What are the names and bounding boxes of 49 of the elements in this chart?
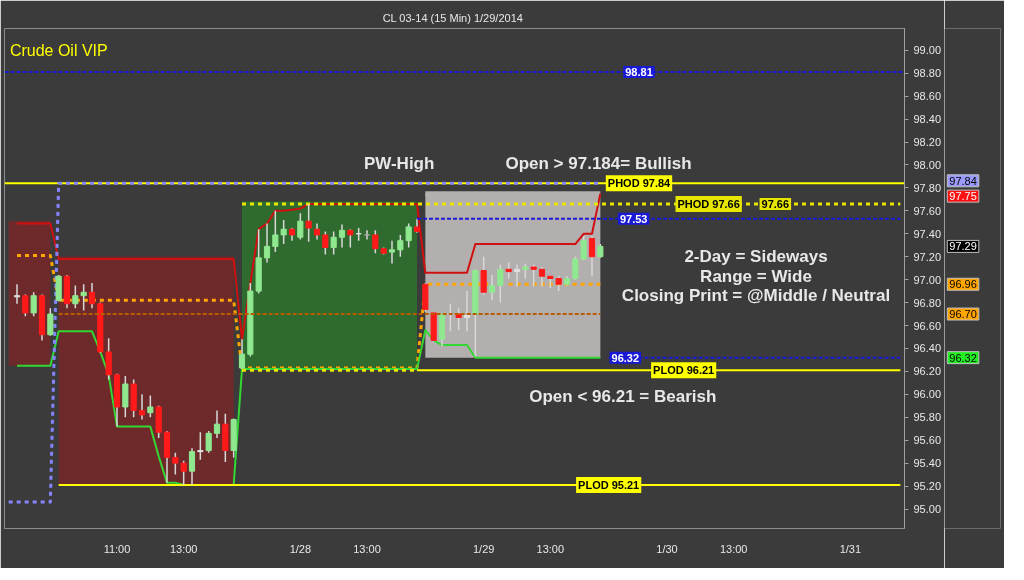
- text: 96.32: [949, 351, 977, 364]
- y-tick-label: 96.60: [913, 319, 942, 332]
- y-tick-label: 97.60: [913, 204, 942, 217]
- data-label: PHOD 97.66: [677, 197, 740, 210]
- y-tick-label: 97.00: [913, 273, 942, 286]
- x-tick-label: 1/29: [472, 542, 495, 555]
- y-tick-label: 98.80: [913, 67, 942, 80]
- text: 97.84: [949, 174, 977, 187]
- x-tick-label: 1/28: [289, 542, 312, 555]
- ref-line-label: 98.81: [625, 66, 653, 79]
- data-label: PLOD 96.21: [653, 364, 715, 377]
- y-tick-label: 99.00: [913, 44, 942, 57]
- text: 97.75: [949, 190, 977, 203]
- y-tick-label: 98.00: [913, 158, 942, 171]
- y-tick-label: 98.60: [913, 90, 942, 103]
- y-tick-label: 95.20: [913, 480, 942, 493]
- ref-line-label: PHOD 97.84: [607, 177, 672, 190]
- annotation: Open > 97.184= Bullish: [505, 154, 692, 173]
- x-tick-label: 13:00: [353, 542, 381, 555]
- x-tick-label: 1/31: [839, 542, 862, 555]
- y-tick-label: 97.20: [913, 250, 942, 263]
- x-tick-label: 11:00: [103, 542, 131, 555]
- text: 96.70: [949, 308, 977, 321]
- text: 96.96: [949, 278, 977, 291]
- y-tick-label: 98.40: [913, 113, 942, 126]
- y-tick-label: 95.60: [913, 434, 942, 447]
- y-tick-label: 95.40: [913, 457, 942, 470]
- x-tick-label: 13:00: [169, 542, 198, 555]
- annotation: PW-High: [363, 154, 435, 173]
- chart-title: CL 03-14 (15 Min) 1/29/2014: [382, 11, 523, 24]
- y-tick-label: 96.40: [913, 342, 942, 355]
- annotation: Closing Print = @Middle / Neutral: [621, 286, 891, 305]
- text: 97.29: [949, 240, 977, 253]
- annotation: Open < 96.21 = Bearish: [529, 386, 717, 406]
- annotation: 2-Day = Sideways: [684, 247, 828, 266]
- y-tick-label: 95.80: [913, 411, 942, 424]
- y-tick-label: 97.80: [913, 181, 942, 194]
- data-label: PLOD 95.21: [578, 478, 640, 491]
- annotation: Crude Oil VIP: [9, 42, 108, 60]
- x-tick-label: 13:00: [719, 542, 748, 555]
- annotation: Range = Wide: [700, 266, 812, 286]
- y-tick-label: 97.40: [913, 227, 942, 240]
- y-tick-label: 98.20: [913, 136, 942, 149]
- y-tick-label: 96.20: [913, 365, 942, 378]
- x-tick-label: 1/30: [656, 542, 678, 555]
- y-tick-label: 95.00: [913, 503, 942, 515]
- x-tick-label: 13:00: [536, 542, 565, 555]
- y-tick-label: 96.00: [913, 388, 942, 401]
- y-tick-label: 96.80: [913, 296, 942, 309]
